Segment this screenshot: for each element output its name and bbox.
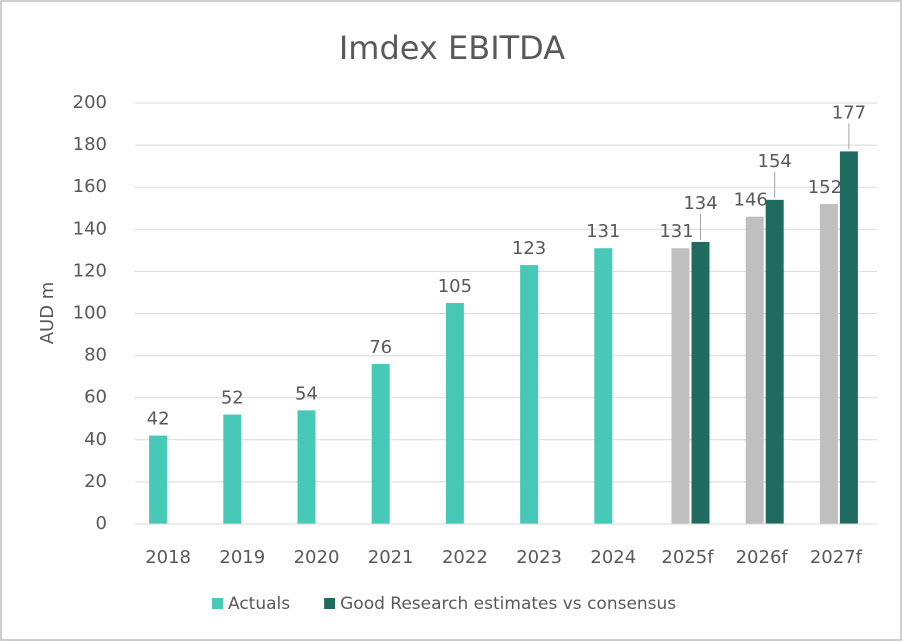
bar <box>149 435 168 524</box>
data-label: 123 <box>512 238 546 259</box>
bar <box>819 204 838 525</box>
data-label: 105 <box>438 276 472 297</box>
chart-title: Imdex EBITDA <box>339 29 565 67</box>
x-tick-label: 2019 <box>219 547 265 568</box>
data-label: 52 <box>221 388 244 409</box>
bar <box>223 414 242 524</box>
x-tick-label: 2024 <box>590 547 636 568</box>
bar <box>594 248 613 524</box>
x-tick-label: 2018 <box>145 547 191 568</box>
y-tick-label: 0 <box>96 513 107 534</box>
data-label: 42 <box>147 409 170 430</box>
legend-swatch <box>324 598 336 609</box>
legend-swatch <box>212 598 223 609</box>
data-label: 54 <box>295 383 318 404</box>
bar <box>297 410 316 524</box>
bar <box>745 216 764 525</box>
y-tick-label: 120 <box>73 260 107 281</box>
y-tick-label: 200 <box>73 92 107 113</box>
bar <box>520 265 539 524</box>
y-tick-label: 140 <box>73 218 107 239</box>
bar <box>671 248 690 524</box>
data-label: 177 <box>832 102 866 123</box>
x-tick-label: 2021 <box>368 547 414 568</box>
data-label: 154 <box>758 151 792 172</box>
legend-label: Good Research estimates vs consensus <box>340 594 676 614</box>
bar <box>839 151 858 525</box>
y-tick-label: 20 <box>84 471 107 492</box>
data-label: 134 <box>683 193 717 214</box>
x-tick-label: 2023 <box>516 547 562 568</box>
x-tick-label: 2026f <box>736 547 789 568</box>
y-tick-label: 60 <box>84 387 107 408</box>
y-tick-label: 180 <box>73 134 107 155</box>
bar <box>445 302 464 524</box>
y-axis-label: AUD m <box>37 282 58 345</box>
x-tick-label: 2027f <box>810 547 863 568</box>
data-label: 76 <box>369 337 392 358</box>
bar <box>691 241 710 524</box>
data-label: 152 <box>808 177 842 198</box>
y-tick-label: 100 <box>73 303 107 324</box>
data-label: 146 <box>734 190 768 211</box>
data-label: 131 <box>659 221 693 242</box>
x-tick-label: 2022 <box>442 547 488 568</box>
y-tick-label: 40 <box>84 429 107 450</box>
bar <box>371 364 390 524</box>
y-tick-label: 80 <box>84 345 107 366</box>
y-tick-label: 160 <box>73 176 107 197</box>
x-tick-label: 2025f <box>661 547 714 568</box>
bar <box>765 199 784 524</box>
data-label: 131 <box>586 221 620 242</box>
legend-label: Actuals <box>228 594 290 614</box>
x-tick-label: 2020 <box>294 547 340 568</box>
